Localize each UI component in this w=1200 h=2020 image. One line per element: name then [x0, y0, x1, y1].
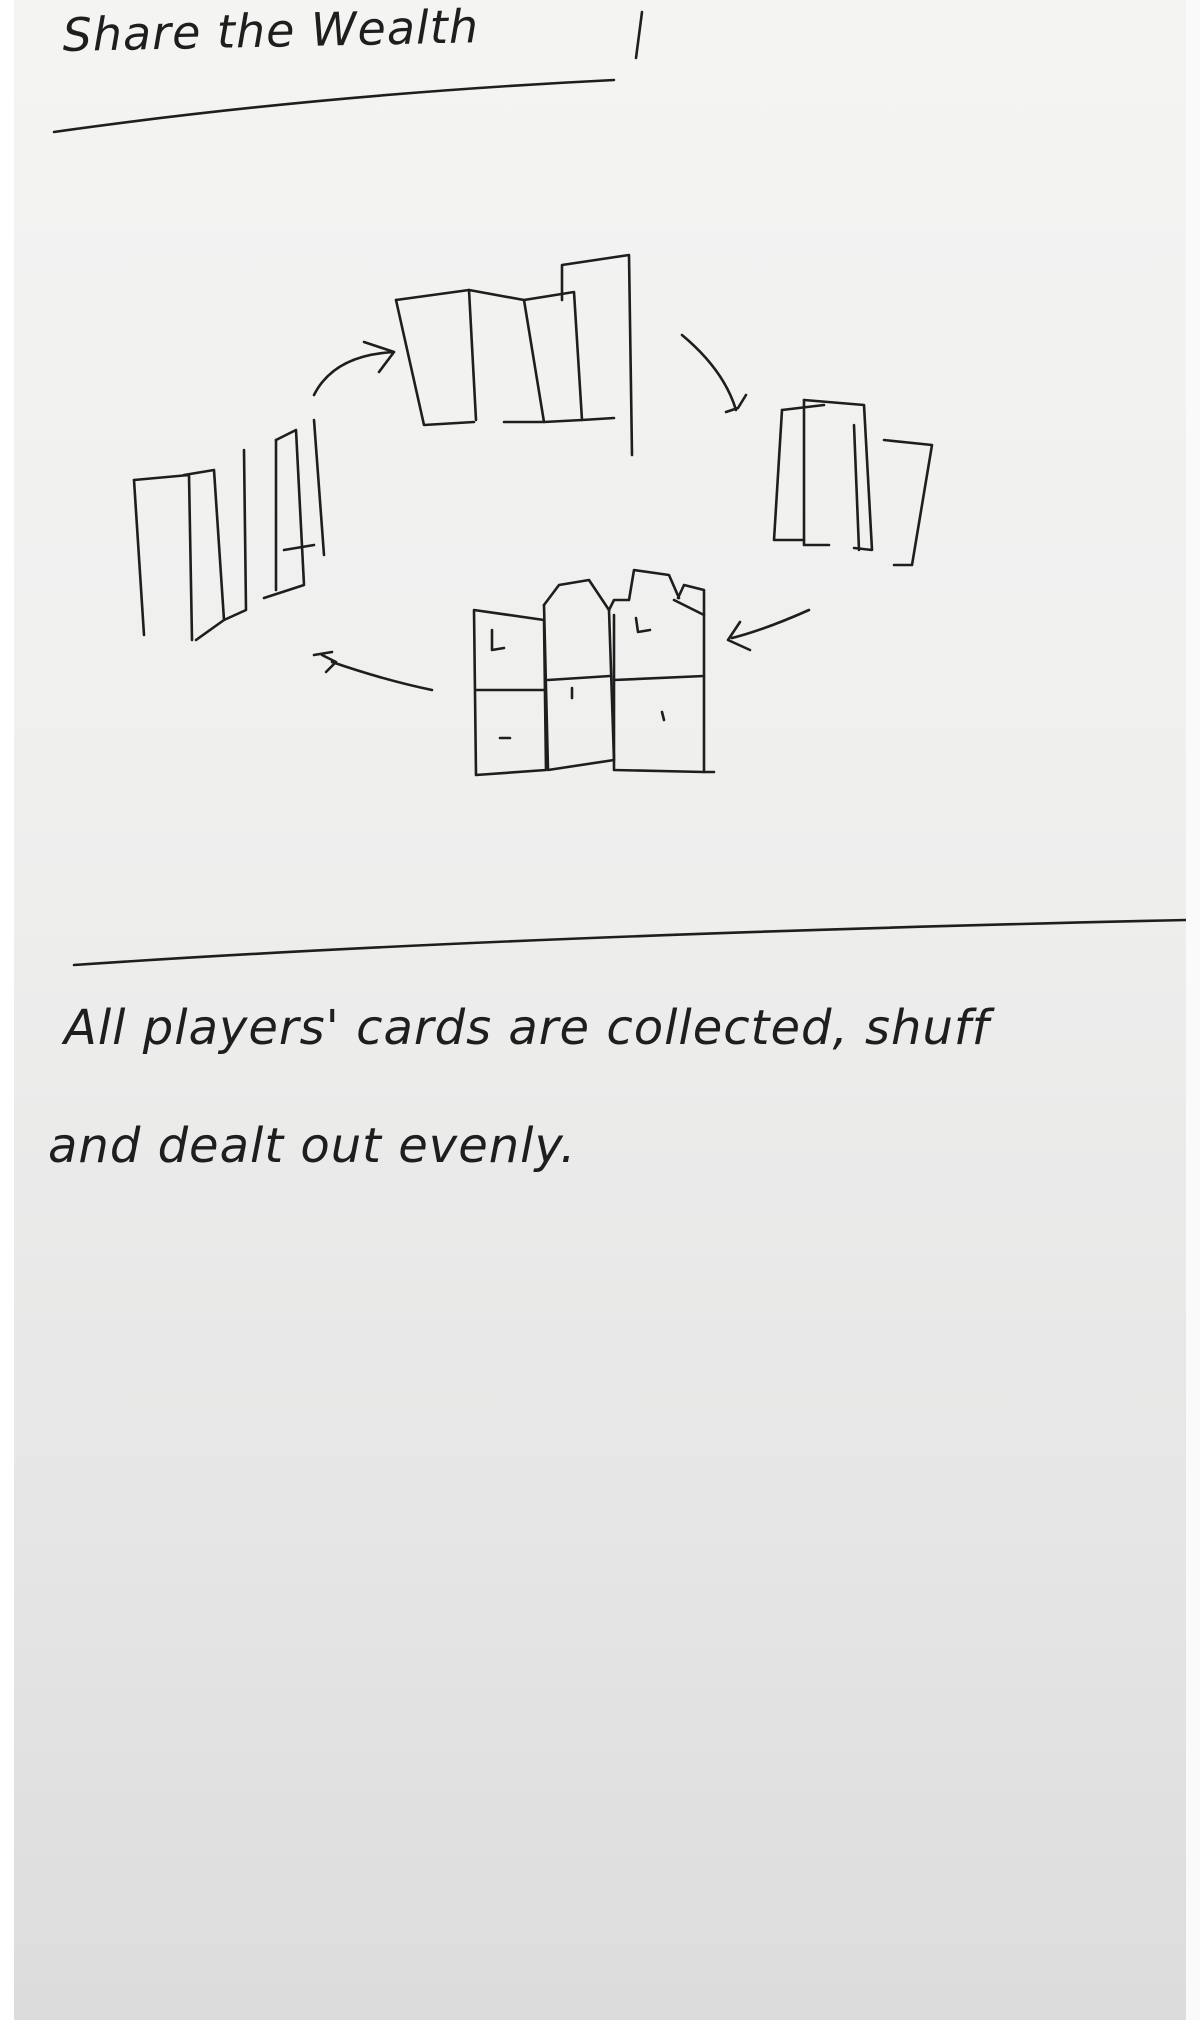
notebook-page: Share the Wealth All players' cards are … — [14, 0, 1186, 2020]
card-group-left — [132, 418, 326, 642]
caption-line-2: and dealt out evenly. — [48, 1118, 577, 1174]
card-group-top — [394, 253, 634, 457]
background-edge — [1186, 0, 1200, 2020]
card-group-bottom — [472, 568, 716, 777]
section-divider — [72, 918, 1186, 967]
card-sharing-sketch — [52, 10, 1186, 967]
page-title: Share the Wealth — [62, 0, 480, 62]
title-underline — [52, 78, 616, 134]
caption-line-1: All players' cards are collected, shuff — [64, 1000, 990, 1056]
card-group-right — [772, 398, 934, 567]
flow-arrows — [312, 333, 811, 692]
title-end-mark — [634, 10, 644, 60]
